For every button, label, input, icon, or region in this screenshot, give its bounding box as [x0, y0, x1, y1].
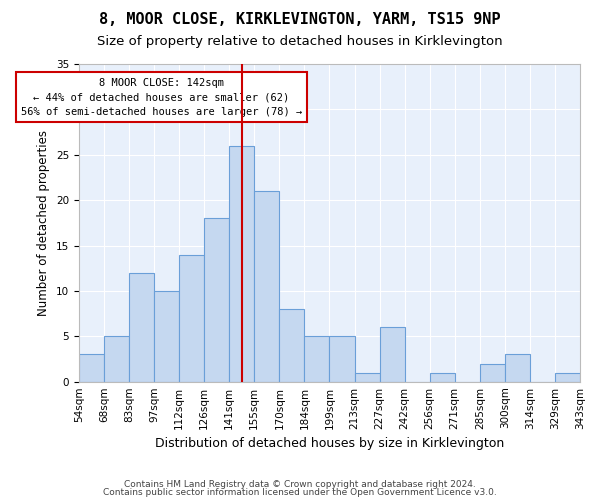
Bar	[430, 372, 455, 382]
Bar	[154, 291, 179, 382]
Bar	[104, 336, 129, 382]
Bar	[355, 372, 380, 382]
Bar	[380, 327, 404, 382]
Bar	[229, 146, 254, 382]
Bar	[129, 273, 154, 382]
Bar	[179, 254, 204, 382]
Bar	[329, 336, 355, 382]
Text: Contains HM Land Registry data © Crown copyright and database right 2024.: Contains HM Land Registry data © Crown c…	[124, 480, 476, 489]
Text: 8 MOOR CLOSE: 142sqm
← 44% of detached houses are smaller (62)
56% of semi-detac: 8 MOOR CLOSE: 142sqm ← 44% of detached h…	[21, 78, 302, 117]
Bar	[505, 354, 530, 382]
Bar	[480, 364, 505, 382]
Text: 8, MOOR CLOSE, KIRKLEVINGTON, YARM, TS15 9NP: 8, MOOR CLOSE, KIRKLEVINGTON, YARM, TS15…	[99, 12, 501, 28]
Bar	[79, 354, 104, 382]
Text: Size of property relative to detached houses in Kirklevington: Size of property relative to detached ho…	[97, 35, 503, 48]
Y-axis label: Number of detached properties: Number of detached properties	[37, 130, 50, 316]
Bar	[204, 218, 229, 382]
Bar	[304, 336, 329, 382]
Text: Contains public sector information licensed under the Open Government Licence v3: Contains public sector information licen…	[103, 488, 497, 497]
Bar	[254, 191, 280, 382]
Bar	[280, 309, 304, 382]
Bar	[555, 372, 580, 382]
X-axis label: Distribution of detached houses by size in Kirklevington: Distribution of detached houses by size …	[155, 437, 504, 450]
